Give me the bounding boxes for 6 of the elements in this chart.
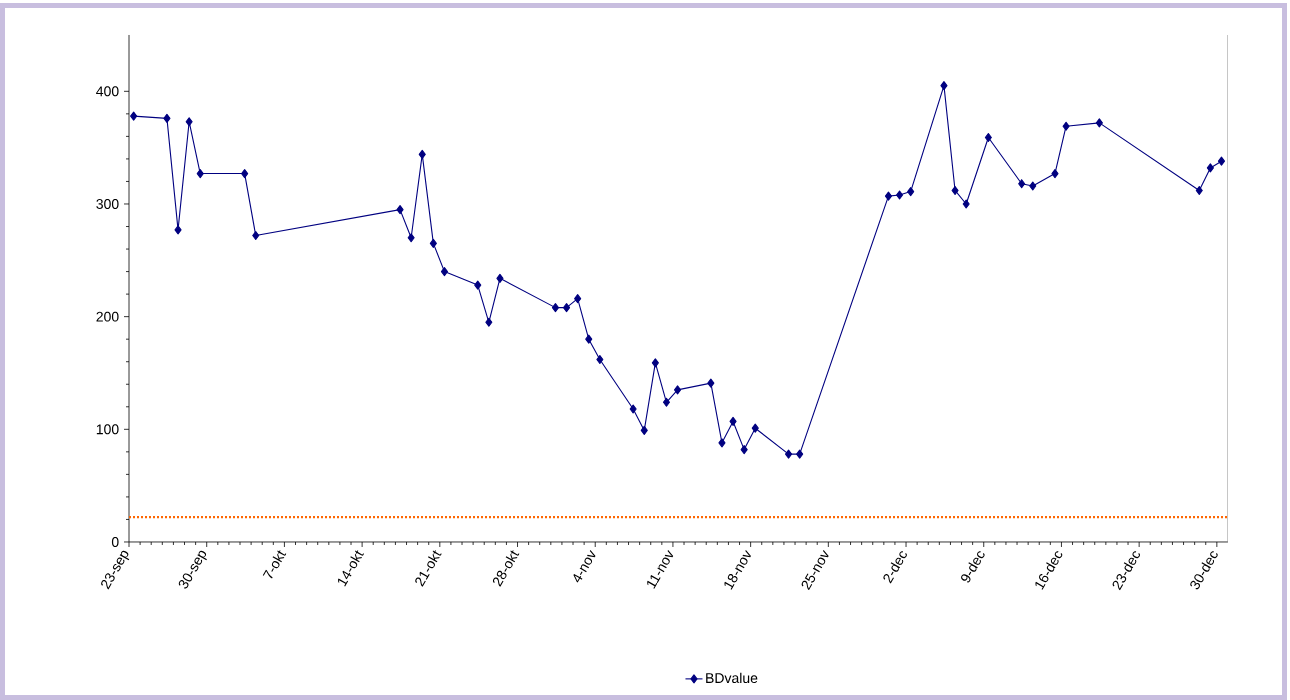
y-tick-label: 300 (96, 199, 119, 209)
y-tick-label: 200 (96, 311, 119, 322)
y-tick-label: 0 (111, 537, 119, 547)
y-tick-label: 400 (96, 86, 119, 97)
y-tick-label: 100 (96, 424, 119, 435)
legend-label: BDvalue (706, 672, 758, 684)
